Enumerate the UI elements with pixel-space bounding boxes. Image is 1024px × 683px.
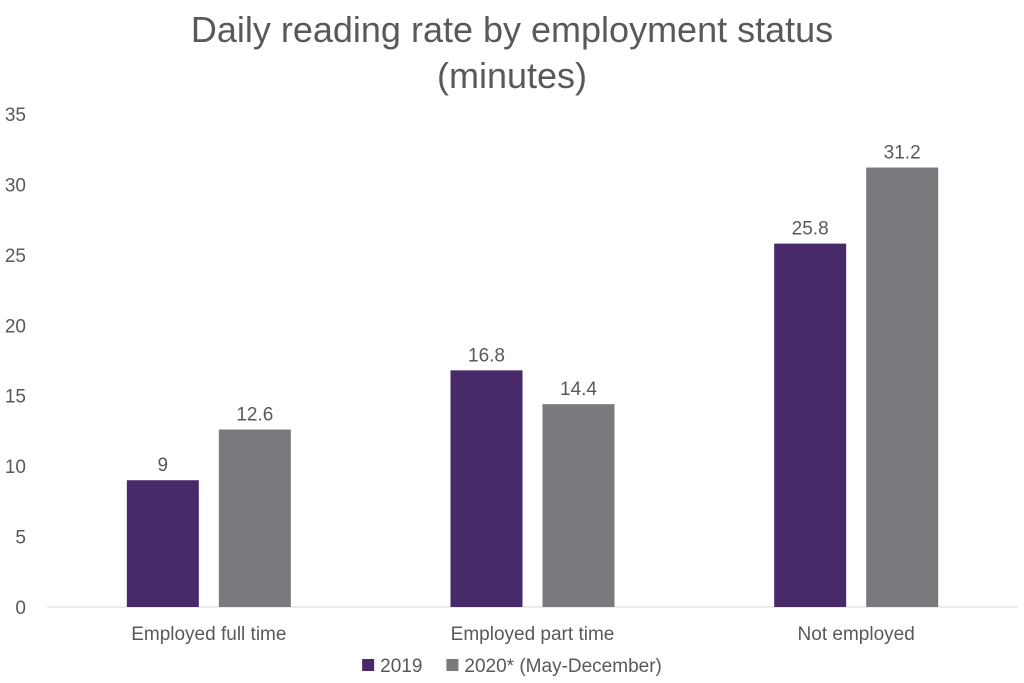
x-category-label: Employed full time — [131, 624, 286, 645]
y-tick-label: 10 — [5, 457, 26, 478]
data-label: 31.2 — [884, 143, 921, 164]
legend: 2019 2020* (May-December) — [362, 656, 662, 677]
bar-2020-1 — [218, 429, 291, 607]
data-label: 25.8 — [792, 219, 829, 240]
chart-title-line-1: Daily reading rate by employment status — [191, 9, 833, 50]
y-tick-label: 30 — [5, 175, 26, 196]
bars — [126, 167, 939, 608]
chart-title-line-2: (minutes) — [437, 55, 587, 96]
bar-2020-2 — [542, 404, 615, 607]
x-axis: Employed full time Employed part time Not … — [131, 624, 915, 645]
y-tick-label: 25 — [5, 246, 26, 267]
data-label: 14.4 — [560, 379, 597, 400]
bar-2020-3 — [866, 167, 939, 608]
bar-2019-2 — [450, 370, 523, 607]
x-category-label: Employed part time — [451, 624, 615, 645]
y-tick-label: 15 — [5, 387, 26, 408]
legend-label: 2019 — [380, 656, 422, 677]
y-axis: 0 5 10 15 20 25 30 35 — [5, 105, 26, 619]
x-category-label: Not employed — [798, 624, 915, 645]
data-label: 9 — [158, 455, 169, 476]
bar-2019-1 — [126, 480, 199, 607]
bar-2019-3 — [774, 243, 847, 608]
legend-item: 2019 — [362, 656, 422, 677]
y-tick-label: 0 — [15, 598, 26, 619]
data-label: 16.8 — [468, 345, 505, 366]
data-labels: 9 12.6 16.8 14.4 25.8 31.2 — [158, 143, 921, 477]
y-tick-label: 35 — [5, 105, 26, 126]
legend-swatch — [446, 659, 459, 671]
legend-label: 2020* (May-December) — [464, 656, 661, 677]
data-label: 12.6 — [236, 405, 273, 426]
y-tick-label: 20 — [5, 316, 26, 337]
y-tick-label: 5 — [15, 528, 26, 549]
legend-item: 2020* (May-December) — [446, 656, 662, 677]
chart-title: Daily reading rate by employment status … — [191, 9, 833, 96]
legend-swatch — [362, 659, 375, 671]
